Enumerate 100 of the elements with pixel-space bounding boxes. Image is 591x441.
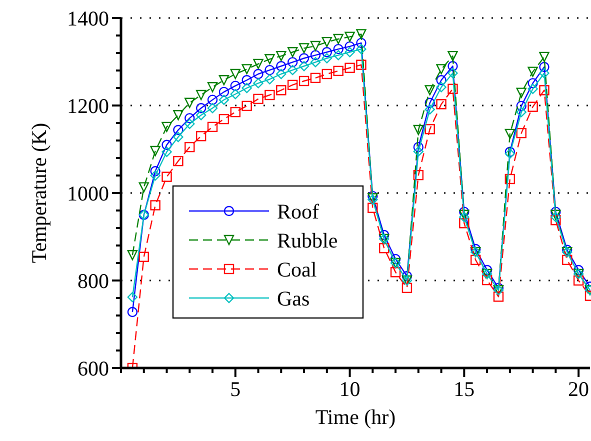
point	[287, 80, 298, 90]
point	[344, 32, 355, 42]
point	[448, 68, 458, 78]
point	[150, 170, 160, 181]
point	[356, 44, 366, 54]
point	[173, 110, 184, 120]
point	[333, 44, 344, 54]
point	[459, 210, 470, 220]
point	[322, 47, 332, 58]
point	[150, 146, 160, 156]
point	[470, 244, 481, 254]
legend-label: Rubble	[277, 228, 338, 252]
point	[379, 230, 390, 240]
point	[230, 89, 240, 100]
point	[516, 100, 526, 112]
point	[287, 64, 298, 76]
point	[264, 90, 275, 100]
point	[356, 38, 366, 48]
point	[424, 85, 435, 96]
point	[413, 170, 424, 180]
point	[424, 104, 435, 115]
point	[368, 190, 378, 202]
x-axis-title: Time (hr)	[315, 405, 396, 429]
point	[424, 124, 435, 134]
point	[287, 47, 298, 58]
point	[276, 68, 286, 80]
point	[230, 106, 240, 118]
y-tick-label: 1400	[67, 6, 109, 30]
point	[413, 142, 424, 152]
point	[310, 72, 321, 84]
point	[333, 66, 344, 76]
point	[528, 84, 538, 94]
point	[150, 200, 160, 210]
point	[127, 292, 138, 302]
point	[138, 252, 149, 262]
point	[344, 47, 355, 58]
point	[333, 34, 344, 44]
x-tick-label: 5	[230, 377, 241, 401]
legend-label: Roof	[277, 199, 320, 224]
point	[184, 113, 195, 124]
point	[528, 66, 538, 77]
point	[218, 94, 230, 105]
point	[356, 29, 366, 40]
point	[539, 52, 550, 62]
point	[242, 100, 252, 112]
point	[436, 64, 446, 74]
point	[550, 215, 561, 226]
point	[310, 50, 321, 60]
point	[436, 75, 446, 86]
point	[402, 282, 412, 294]
point	[173, 132, 184, 142]
point	[459, 206, 470, 217]
point	[150, 166, 160, 176]
point	[390, 254, 401, 264]
point	[127, 306, 138, 318]
point	[322, 68, 332, 80]
point	[184, 98, 195, 108]
point	[562, 254, 572, 266]
point	[184, 142, 195, 152]
point	[413, 124, 424, 136]
point	[402, 271, 412, 282]
point	[436, 82, 446, 92]
point	[196, 131, 206, 142]
point	[196, 110, 206, 120]
point	[424, 98, 435, 108]
point	[482, 274, 492, 286]
point	[516, 106, 526, 118]
y-tick-label: 600	[78, 356, 109, 380]
point	[276, 50, 286, 62]
point	[218, 114, 230, 124]
y-tick-label: 800	[78, 268, 109, 293]
point	[230, 80, 240, 91]
point	[368, 202, 378, 213]
point	[253, 68, 264, 80]
point	[127, 250, 138, 260]
point	[528, 102, 538, 112]
point	[184, 118, 195, 129]
point	[287, 57, 298, 68]
point	[276, 61, 286, 72]
point	[253, 58, 264, 70]
point	[138, 182, 149, 192]
point	[242, 64, 252, 74]
point	[573, 264, 584, 276]
point	[310, 57, 321, 68]
x-tick-label: 10	[339, 377, 360, 401]
point	[196, 90, 206, 100]
point	[196, 103, 206, 114]
point	[230, 68, 240, 80]
legend-label: Coal	[277, 257, 317, 282]
point	[528, 78, 538, 88]
point	[242, 75, 252, 86]
y-axis-title: Temperature (K)	[27, 122, 51, 264]
point	[516, 88, 526, 98]
point	[448, 50, 458, 62]
point	[298, 61, 310, 72]
point	[573, 275, 584, 286]
x-tick-label: 20	[568, 377, 590, 401]
point	[162, 140, 172, 150]
legend-label: Gas	[277, 286, 310, 310]
point	[162, 122, 172, 132]
